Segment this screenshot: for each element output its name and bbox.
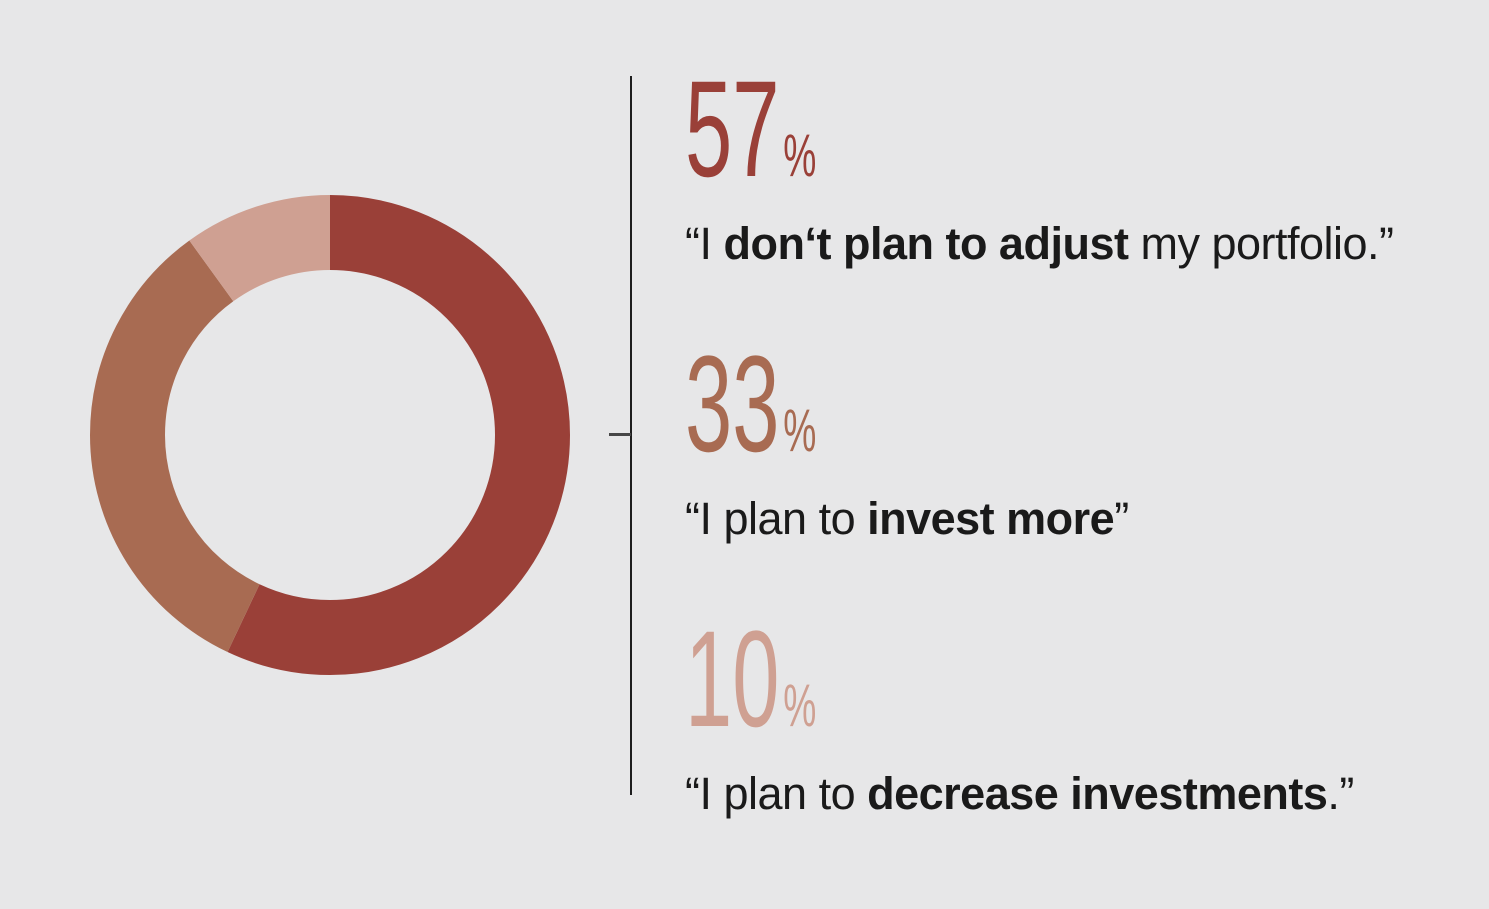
percent-sign: % — [783, 672, 817, 739]
quote-pre: “I — [685, 218, 724, 269]
quote-post: ” — [1114, 493, 1129, 544]
stat-quote: “I don‘t plan to adjust my portfolio.” — [685, 218, 1394, 270]
donut-slice-3 — [90, 195, 570, 675]
quote-bold: don‘t plan to adjust — [723, 218, 1129, 269]
stat-number-text: 33 — [685, 328, 780, 481]
quote-post: my portfolio.” — [1128, 218, 1394, 269]
quote-pre: “I plan to — [685, 768, 868, 819]
stat-block-invest-more: 33% “I plan to invest more” — [685, 336, 1129, 545]
stat-value: 33% — [685, 336, 1129, 481]
donut-chart — [90, 195, 570, 675]
quote-bold: decrease investments — [867, 768, 1328, 819]
stat-block-decrease-investments: 10% “I plan to decrease investments.” — [685, 611, 1354, 820]
quote-bold: invest more — [867, 493, 1115, 544]
stat-quote: “I plan to invest more” — [685, 493, 1129, 545]
stat-block-dont-adjust: 57% “I don‘t plan to adjust my portfolio… — [685, 61, 1394, 270]
donut-slice-2 — [90, 195, 570, 675]
quote-post: .” — [1327, 768, 1354, 819]
stat-value: 10% — [685, 611, 1354, 756]
stat-value: 57% — [685, 61, 1394, 206]
quote-pre: “I plan to — [685, 493, 868, 544]
stat-number-text: 57 — [685, 53, 780, 206]
stat-number-text: 10 — [685, 603, 780, 756]
divider-line — [630, 76, 632, 795]
stat-quote: “I plan to decrease investments.” — [685, 768, 1354, 820]
percent-sign: % — [783, 397, 817, 464]
divider-tick — [609, 433, 631, 436]
percent-sign: % — [783, 122, 817, 189]
